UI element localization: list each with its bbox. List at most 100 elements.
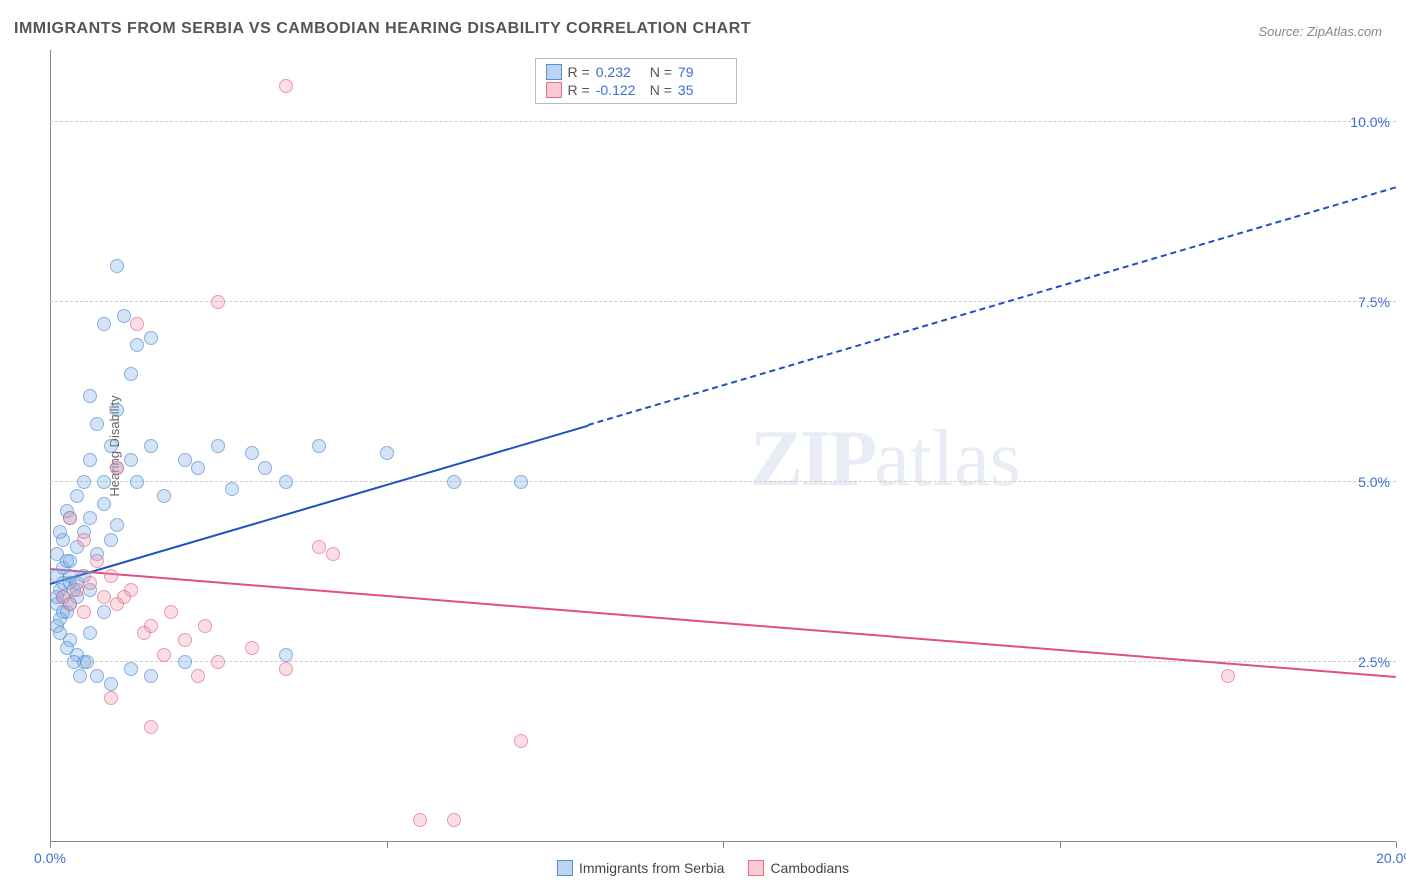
stats-row: R = -0.122 N = 35 [546,81,726,99]
scatter-point [312,540,326,554]
scatter-point [104,569,118,583]
scatter-point [130,317,144,331]
scatter-point [279,662,293,676]
x-tick [723,842,724,848]
y-tick-label: 7.5% [1358,294,1390,310]
scatter-point [312,439,326,453]
scatter-point [130,475,144,489]
legend-item-cambodia: Cambodians [748,860,849,876]
scatter-point [77,605,91,619]
scatter-point [83,576,97,590]
stats-box: R =0.232N =79R =-0.122N =35 [535,58,737,104]
scatter-point [157,648,171,662]
scatter-point [70,583,84,597]
gridline-h [50,121,1396,122]
scatter-point [211,295,225,309]
scatter-point [70,489,84,503]
scatter-point [447,813,461,827]
scatter-point [53,626,67,640]
scatter-point [83,626,97,640]
chart-area: Hearing Disability ZIPatlas 2.5%5.0%7.5%… [50,50,1396,842]
stats-swatch [546,64,562,80]
stat-n-label: N = [650,82,672,98]
watermark-light: atlas [874,415,1021,503]
scatter-point [137,626,151,640]
scatter-point [144,331,158,345]
scatter-point [178,655,192,669]
scatter-point [178,453,192,467]
scatter-point [117,309,131,323]
scatter-point [279,79,293,93]
scatter-point [211,439,225,453]
scatter-point [178,633,192,647]
scatter-point [63,597,77,611]
scatter-point [104,677,118,691]
scatter-point [53,525,67,539]
source-attribution: Source: ZipAtlas.com [1258,24,1382,39]
scatter-point [104,439,118,453]
watermark: ZIPatlas [750,414,1021,505]
scatter-point [279,475,293,489]
scatter-point [245,641,259,655]
x-tick-label: 0.0% [34,850,66,866]
legend-swatch-blue [557,860,573,876]
scatter-point [144,439,158,453]
scatter-point [164,605,178,619]
scatter-point [447,475,461,489]
stat-r-value: -0.122 [596,82,644,98]
scatter-point [83,511,97,525]
scatter-point [225,482,239,496]
scatter-point [90,417,104,431]
y-tick-label: 5.0% [1358,474,1390,490]
scatter-point [514,475,528,489]
gridline-h [50,301,1396,302]
bottom-legend: Immigrants from Serbia Cambodians [557,860,849,876]
trend-line-dashed [588,187,1396,427]
scatter-point [157,489,171,503]
scatter-point [110,461,124,475]
x-tick-label: 20.0% [1376,850,1406,866]
scatter-point [90,554,104,568]
scatter-point [83,389,97,403]
x-tick [50,842,51,848]
scatter-point [198,619,212,633]
legend-swatch-pink [748,860,764,876]
x-tick [1060,842,1061,848]
y-tick-label: 10.0% [1350,114,1390,130]
legend-item-serbia: Immigrants from Serbia [557,860,724,876]
legend-label-cambodia: Cambodians [770,860,849,876]
scatter-point [258,461,272,475]
scatter-point [97,475,111,489]
stat-r-label: R = [568,82,590,98]
scatter-point [110,403,124,417]
scatter-point [77,475,91,489]
stats-swatch [546,82,562,98]
y-axis-line [50,50,51,842]
chart-title: IMMIGRANTS FROM SERBIA VS CAMBODIAN HEAR… [14,20,751,38]
scatter-point [104,691,118,705]
scatter-point [245,446,259,460]
stat-r-label: R = [568,64,590,80]
scatter-point [90,669,104,683]
x-tick [1396,842,1397,848]
scatter-point [73,669,87,683]
x-tick [387,842,388,848]
plot-region: ZIPatlas 2.5%5.0%7.5%10.0%0.0%20.0%R =0.… [50,50,1396,842]
scatter-point [124,453,138,467]
scatter-point [130,338,144,352]
stat-r-value: 0.232 [596,64,644,80]
scatter-point [413,813,427,827]
scatter-point [110,518,124,532]
stats-row: R =0.232N =79 [546,63,726,81]
scatter-point [124,367,138,381]
scatter-point [144,720,158,734]
scatter-point [97,590,111,604]
legend-label-serbia: Immigrants from Serbia [579,860,724,876]
stat-n-label: N = [650,64,672,80]
gridline-h [50,481,1396,482]
stat-n-value: 35 [678,82,726,98]
scatter-point [124,662,138,676]
scatter-point [63,511,77,525]
scatter-point [97,317,111,331]
scatter-point [144,669,158,683]
